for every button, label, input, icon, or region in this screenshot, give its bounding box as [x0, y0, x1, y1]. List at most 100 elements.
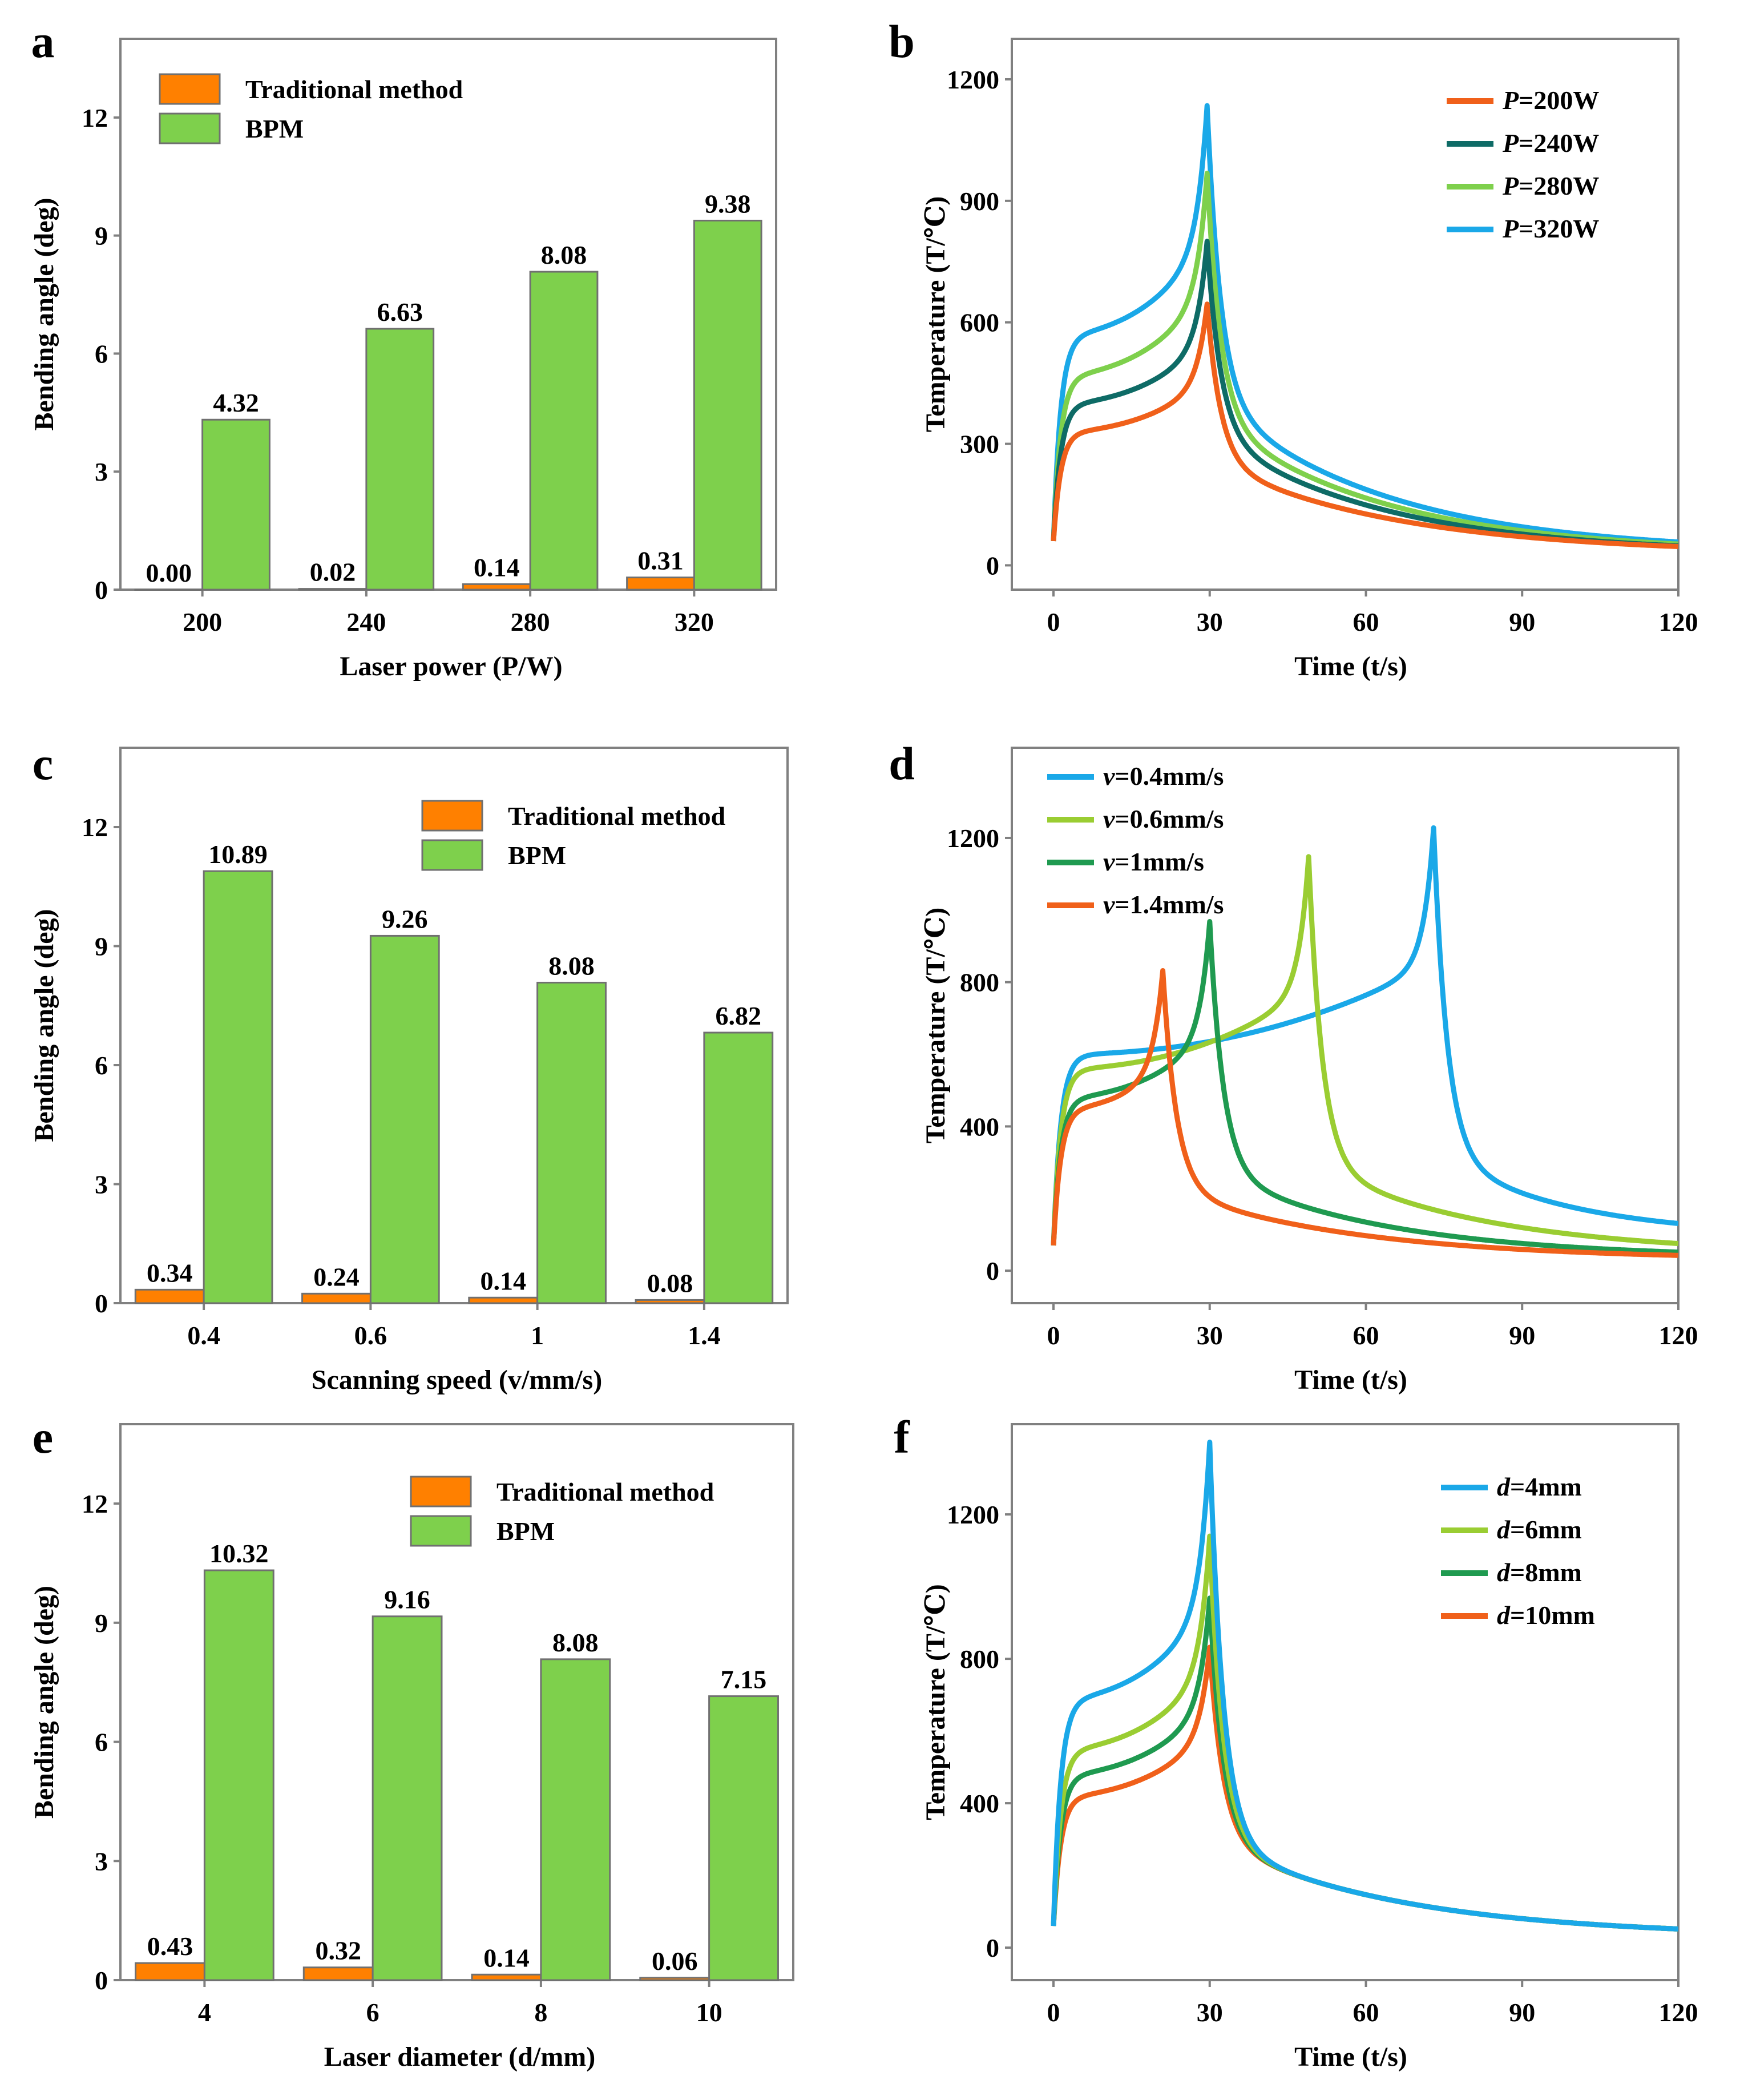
bpm-bar — [369, 934, 440, 1304]
y-tick-label: 9 — [95, 1609, 108, 1638]
panel-a: a 0 3 6 9 12 200 0.00 4.32 240 0.02 6.63 280 0.14 8.08… — [29, 15, 777, 682]
legend-rest: =0.4mm/s — [1115, 761, 1224, 791]
x-tick-label: 10 — [696, 1998, 722, 2027]
x-tick-label: 60 — [1353, 1998, 1379, 2027]
series-line-v-0 — [1051, 825, 1678, 1246]
traditional-bar — [462, 583, 531, 591]
x-axis-title: Time (t/s) — [1294, 1365, 1407, 1395]
y-tick-label: 400 — [960, 1112, 999, 1141]
bpm-bar — [203, 870, 273, 1304]
x-tick-label: 320 — [675, 607, 714, 636]
legend-var: v — [1103, 804, 1115, 833]
x-tick-label: 6 — [366, 1998, 380, 2027]
panel-letter: a — [31, 15, 55, 67]
legend-rest: =0.6mm/s — [1115, 804, 1224, 833]
x-axis-title: Scanning speed (v/mm/s) — [312, 1365, 602, 1395]
x-tick-label: 90 — [1509, 1321, 1535, 1350]
x-axis-title: Laser diameter (d/mm) — [324, 2042, 595, 2072]
x-tick-label: 120 — [1659, 1321, 1698, 1350]
x-tick-label: 30 — [1197, 1321, 1223, 1350]
x-tick-label: 120 — [1659, 1998, 1698, 2027]
legend-label: d=10mm — [1497, 1601, 1595, 1630]
legend-var: d — [1497, 1558, 1511, 1587]
y-tick-label: 0 — [95, 1966, 108, 1995]
bpm-bar — [365, 328, 435, 591]
traditional-value-label: 0.00 — [146, 558, 192, 587]
traditional-bar — [639, 1977, 710, 1981]
y-tick-label: 6 — [95, 1728, 108, 1757]
bpm-value-label: 8.08 — [548, 951, 595, 980]
x-tick-label: 60 — [1353, 607, 1379, 636]
legend: Traditional method BPM — [159, 73, 463, 144]
x-tick-label: 1 — [531, 1321, 544, 1350]
y-tick-label: 0 — [986, 1933, 999, 1962]
legend-label: P=280W — [1502, 171, 1599, 200]
legend-swatch-traditional — [410, 1476, 472, 1508]
bpm-value-label: 10.32 — [209, 1539, 269, 1568]
bpm-value-label: 9.38 — [705, 189, 751, 218]
y-tick-label: 0 — [986, 551, 999, 580]
x-tick-label: 90 — [1509, 607, 1535, 636]
x-tick-label: 8 — [534, 1998, 547, 2027]
y-tick-label: 0 — [95, 575, 108, 604]
bpm-bar — [203, 1569, 274, 1981]
legend-label-traditional: Traditional method — [508, 801, 726, 831]
legend-label-bpm: BPM — [496, 1517, 555, 1546]
y-tick-label: 3 — [95, 457, 108, 486]
legend: v=0.4mm/sv=0.6mm/sv=1mm/sv=1.4mm/s — [1047, 761, 1224, 919]
legend-var: d — [1497, 1601, 1511, 1630]
traditional-bar — [301, 1292, 372, 1304]
legend-rest: =320W — [1519, 214, 1599, 243]
x-tick-label: 200 — [183, 607, 222, 636]
series-line-v-3 — [1051, 968, 1678, 1258]
series-line-P-3 — [1051, 103, 1678, 545]
traditional-value-label: 0.14 — [480, 1266, 526, 1295]
x-axis-title: Laser power (P/W) — [340, 651, 562, 682]
panel-letter: b — [889, 15, 915, 67]
y-tick-label: 12 — [82, 103, 108, 132]
series-line-v-2 — [1051, 919, 1678, 1255]
x-tick-label: 0 — [1047, 1998, 1060, 2027]
legend-label-bpm: BPM — [508, 841, 566, 870]
traditional-bar — [471, 1973, 542, 1981]
plot-frame — [119, 38, 777, 591]
x-tick-label: 60 — [1353, 1321, 1379, 1350]
y-tick-label: 1200 — [947, 65, 999, 94]
y-tick-label: 1200 — [947, 824, 999, 853]
panel-c: c 0 3 6 9 12 0.4 0.34 10.89 0.6 0.24 9.26 10.14 8.08 1… — [29, 737, 789, 1395]
series-line-d-0 — [1051, 1440, 1678, 1932]
y-axis-title: Bending angle (deg) — [29, 1586, 59, 1819]
legend-label: v=1mm/s — [1103, 847, 1204, 876]
legend-label: P=240W — [1502, 128, 1599, 158]
y-axis-title: Temperature (T/℃) — [921, 1584, 951, 1820]
y-axis-title: Temperature (T/℃) — [921, 908, 951, 1143]
panel-e: e 0 3 6 9 12 4 0.43 10.32 6 0.32 9.16 80.14 8.08 10 0.0… — [29, 1411, 794, 2072]
y-tick-label: 800 — [960, 968, 999, 997]
bpm-bar — [536, 981, 607, 1304]
legend-swatch-bpm — [159, 112, 221, 144]
x-tick-label: 30 — [1197, 607, 1223, 636]
traditional-bar — [626, 577, 695, 591]
series-line-v-1 — [1051, 854, 1678, 1247]
legend-var: v — [1103, 890, 1115, 919]
plot-frame — [1011, 38, 1680, 591]
traditional-value-label: 0.14 — [474, 553, 520, 582]
panel-letter: c — [33, 737, 53, 789]
bpm-value-label: 10.89 — [208, 840, 268, 869]
bpm-bar — [708, 1695, 779, 1981]
legend-swatch-bpm — [421, 839, 483, 871]
traditional-bar — [635, 1299, 705, 1304]
y-tick-label: 900 — [960, 187, 999, 216]
legend-label-traditional: Traditional method — [245, 75, 463, 104]
legend-label: v=1.4mm/s — [1103, 890, 1224, 919]
legend-swatch-bpm — [410, 1515, 472, 1547]
legend-var: d — [1497, 1515, 1511, 1544]
plot-frame — [119, 747, 789, 1304]
panel-letter: f — [894, 1411, 910, 1463]
panel-d: d 0 400 800 1200 0 30 60 90 120 Time (t/s) Temperat… — [889, 737, 1698, 1395]
panel-letter: e — [33, 1411, 53, 1463]
traditional-bar — [468, 1296, 539, 1304]
y-tick-label: 1200 — [947, 1500, 999, 1529]
